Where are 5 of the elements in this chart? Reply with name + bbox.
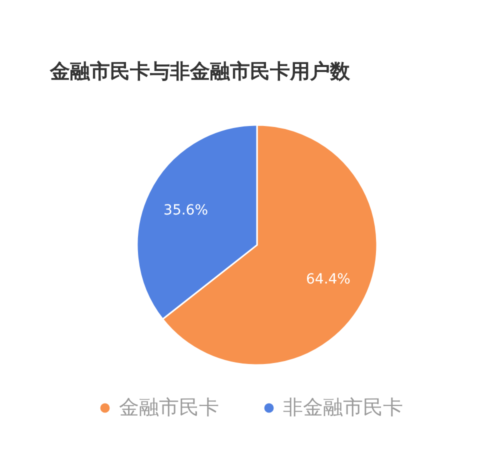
data-label: 64.4%	[306, 272, 350, 288]
data-label: 35.6%	[164, 202, 208, 218]
legend-label: 金融市民卡	[119, 395, 219, 419]
legend-label: 非金融市民卡	[283, 395, 403, 419]
chart-title: 金融市民卡与非金融市民卡用户数	[49, 59, 351, 83]
